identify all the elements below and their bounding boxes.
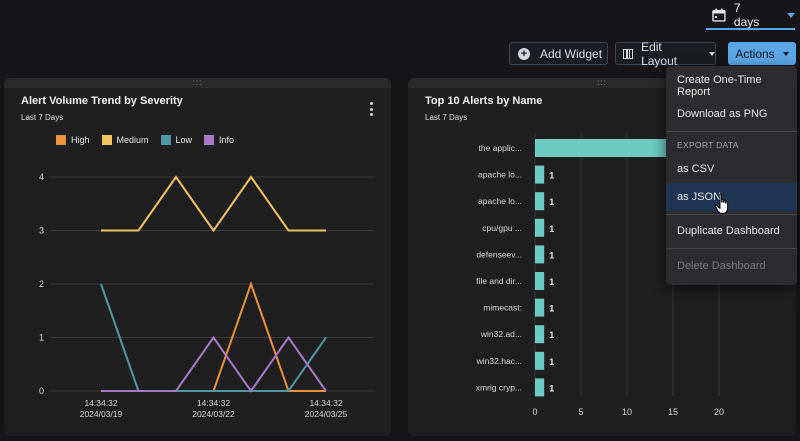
category-label: xmrig cryp... <box>476 382 522 392</box>
data-label: 1 <box>549 277 554 287</box>
bar <box>535 351 545 370</box>
x-tick-label: 2024/03/19 <box>80 409 123 419</box>
calendar-icon <box>712 8 726 22</box>
bar <box>535 218 545 237</box>
category-label: cpu/gpu ... <box>482 223 522 233</box>
category-label: apache lo... <box>478 196 522 206</box>
data-label: 1 <box>549 250 554 260</box>
export-data-header: EXPORT DATA <box>677 140 739 150</box>
legend-item[interactable]: High <box>56 135 90 145</box>
x-tick-label: 10 <box>622 407 632 417</box>
columns-icon <box>623 48 634 59</box>
bar-chart: 0 5 10 15 20 the applic... apache lo... 1 apache… <box>476 133 724 417</box>
y-tick-label: 1 <box>39 333 44 343</box>
chevron-down-icon <box>787 12 795 18</box>
data-label: 1 <box>549 197 554 207</box>
x-tick-label: 5 <box>578 407 583 417</box>
category-label: win32.hac... <box>476 356 522 366</box>
legend-label: Info <box>219 135 235 145</box>
legend-swatch <box>56 135 66 145</box>
y-tick-label: 4 <box>39 172 44 182</box>
category-label: the applic... <box>479 143 522 153</box>
drag-handle-icon: ::: <box>597 78 607 87</box>
category-label: file and dir... <box>476 276 522 286</box>
chevron-down-icon <box>782 51 789 56</box>
actions-menu: Create One-Time Report Download as PNG E… <box>666 66 797 285</box>
widget-title: Alert Volume Trend by Severity <box>21 95 183 107</box>
x-tick-label: 2024/03/22 <box>192 409 235 419</box>
add-widget-button[interactable]: + Add Widget <box>509 42 608 65</box>
legend-item[interactable]: Low <box>160 135 193 145</box>
x-tick-label: 14:34:32 <box>84 398 117 408</box>
menu-item-create-report[interactable]: Create One-Time Report <box>677 73 762 98</box>
menu-item-duplicate-dashboard[interactable]: Duplicate Dashboard <box>677 225 780 237</box>
x-tick-label: 0 <box>532 407 537 417</box>
data-label: 1 <box>549 224 554 234</box>
legend-label: High <box>71 135 90 145</box>
bar <box>535 272 545 290</box>
legend-label: Medium <box>116 135 149 145</box>
add-widget-label: Add Widget <box>540 46 603 61</box>
category-label: apache lo... <box>478 170 522 180</box>
bar <box>535 325 545 344</box>
bar <box>535 192 545 211</box>
menu-divider <box>666 214 797 215</box>
legend-swatch <box>160 135 171 145</box>
legend-item[interactable]: Medium <box>101 135 149 145</box>
widget-title: Top 10 Alerts by Name <box>425 95 543 107</box>
bar <box>535 139 701 157</box>
alert-volume-widget: ::: Alert Volume Trend by Severity Last … <box>4 78 391 436</box>
y-tick-label: 3 <box>39 226 44 236</box>
menu-item-export-csv[interactable]: as CSV <box>677 162 715 175</box>
actions-button[interactable]: Actions <box>728 42 796 65</box>
menu-item-export-json[interactable]: as JSON <box>666 183 797 211</box>
data-label: 1 <box>549 330 554 340</box>
series-line-medium <box>101 175 326 233</box>
data-label: 1 <box>549 383 554 393</box>
menu-item-download-png[interactable]: Download as PNG <box>677 107 768 120</box>
legend-label: Low <box>175 135 193 145</box>
data-label: 1 <box>549 171 554 181</box>
chart-legend: High Medium Low Info <box>56 135 234 145</box>
x-tick-label: 15 <box>668 407 678 417</box>
x-tick-label: 14:34:32 <box>309 398 342 408</box>
line-chart: 0123414:34:322024/03/1914:34:322024/03/2… <box>39 172 374 419</box>
bar <box>535 378 545 397</box>
edit-layout-label: Edit Layout <box>641 39 678 68</box>
chevron-down-icon <box>709 51 715 56</box>
date-range-selector[interactable]: 7 days <box>706 1 795 30</box>
x-tick-label: 14:34:32 <box>197 398 230 408</box>
data-label: 1 <box>549 357 554 367</box>
date-range-label: 7 days <box>733 1 760 29</box>
more-options-icon[interactable] <box>369 102 373 116</box>
y-tick-label: 2 <box>39 279 44 289</box>
actions-label: Actions <box>735 46 775 61</box>
category-label: win32.ad... <box>480 329 522 339</box>
x-tick-label: 20 <box>714 407 724 417</box>
menu-divider <box>666 131 797 132</box>
drag-handle[interactable]: ::: <box>4 78 391 88</box>
drag-handle[interactable]: ::: <box>408 78 796 88</box>
series-line-info <box>101 335 327 393</box>
widget-subtitle: Last 7 Days <box>21 113 64 122</box>
drag-handle-icon: ::: <box>192 78 203 87</box>
menu-divider <box>666 248 797 249</box>
legend-swatch <box>101 135 112 145</box>
bar <box>535 245 545 264</box>
bar <box>535 298 545 317</box>
bar <box>535 165 545 184</box>
legend-item[interactable]: Info <box>204 135 234 145</box>
data-label: 1 <box>549 304 554 314</box>
category-label: defenseev... <box>476 249 522 259</box>
x-tick-label: 2024/03/25 <box>305 409 348 419</box>
menu-item-delete-dashboard: Delete Dashboard <box>677 260 766 272</box>
legend-swatch <box>204 135 215 145</box>
plus-circle-icon: + <box>518 47 530 60</box>
edit-layout-button[interactable]: Edit Layout <box>615 39 716 68</box>
widget-subtitle: Last 7 Days <box>425 113 468 122</box>
y-tick-label: 0 <box>39 386 44 396</box>
category-label: mimecast: <box>483 303 522 313</box>
